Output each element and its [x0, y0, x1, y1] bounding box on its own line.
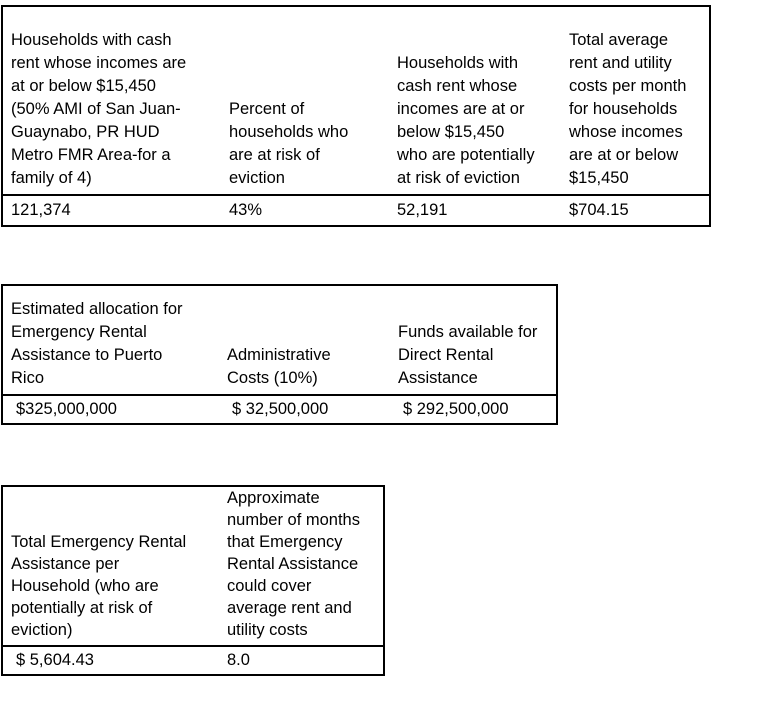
- value-total-average-rent: $704.15: [569, 201, 629, 219]
- per-household-header-row: Total Emergency Rental Assistance per Ho…: [2, 486, 384, 647]
- per-household-value-row: $ 5,604.43 8.0: [2, 646, 384, 675]
- header-administrative-costs: Administrative Costs (10%): [219, 285, 390, 396]
- eviction-risk-table: Households with cash rent whose incomes …: [1, 5, 711, 227]
- value-households-potentially-at-risk: 52,191: [397, 201, 448, 219]
- value-approximate-months: 8.0: [227, 651, 250, 669]
- header-percent-at-risk: Percent of households who are at risk of…: [221, 6, 389, 196]
- header-total-assistance-per-household: Total Emergency Rental Assistance per Ho…: [2, 486, 219, 647]
- allocation-header-row: Estimated allocation for Emergency Renta…: [2, 285, 557, 396]
- header-households-cash-rent: Households with cash rent whose incomes …: [2, 6, 221, 196]
- value-total-assistance-per-household: $ 5,604.43: [16, 651, 94, 669]
- eviction-risk-header-row: Households with cash rent whose incomes …: [2, 6, 710, 196]
- value-percent-at-risk: 43%: [229, 201, 263, 219]
- allocation-value-row: $325,000,000 $ 32,500,000 $ 292,500,000: [2, 395, 557, 424]
- value-administrative-costs: $ 32,500,000: [232, 400, 329, 418]
- allocation-table: Estimated allocation for Emergency Renta…: [1, 284, 558, 425]
- header-approximate-months: Approximate number of months that Emerge…: [219, 486, 384, 647]
- value-funds-available: $ 292,500,000: [403, 400, 509, 418]
- value-households-cash-rent: 121,374: [11, 201, 71, 219]
- value-estimated-allocation: $325,000,000: [16, 400, 117, 418]
- eviction-risk-value-row: 121,374 43% 52,191 $704.15: [2, 195, 710, 226]
- header-households-potentially-at-risk: Households with cash rent whose incomes …: [389, 6, 561, 196]
- header-total-average-rent: Total average rent and utility costs per…: [561, 6, 710, 196]
- per-household-table: Total Emergency Rental Assistance per Ho…: [1, 485, 385, 676]
- header-estimated-allocation: Estimated allocation for Emergency Renta…: [2, 285, 219, 396]
- header-funds-available: Funds available for Direct Rental Assist…: [390, 285, 557, 396]
